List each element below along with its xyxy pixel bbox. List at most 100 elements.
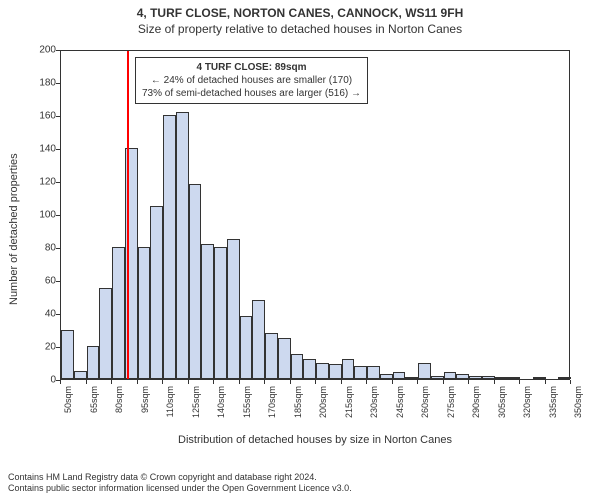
x-tick-label: 170sqm — [267, 386, 277, 446]
y-tick-mark — [56, 281, 60, 282]
x-tick-label: 65sqm — [89, 386, 99, 446]
y-tick-label: 140 — [16, 144, 56, 155]
y-tick-mark — [56, 116, 60, 117]
x-tick-label: 305sqm — [497, 386, 507, 446]
x-tick-mark — [494, 380, 495, 384]
x-tick-label: 50sqm — [63, 386, 73, 446]
y-tick-label: 200 — [16, 45, 56, 56]
x-tick-mark — [111, 380, 112, 384]
y-tick-label: 0 — [16, 375, 56, 386]
footer-line-1: Contains HM Land Registry data © Crown c… — [8, 472, 352, 483]
histogram-bar — [469, 376, 482, 379]
y-tick-mark — [56, 182, 60, 183]
x-tick-label: 230sqm — [369, 386, 379, 446]
histogram-bar — [87, 346, 100, 379]
x-axis-label: Distribution of detached houses by size … — [60, 434, 570, 446]
histogram-bar — [61, 330, 74, 380]
annotation-line: 4 TURF CLOSE: 89sqm — [142, 61, 361, 74]
y-tick-label: 160 — [16, 111, 56, 122]
y-tick-mark — [56, 215, 60, 216]
x-tick-mark — [366, 380, 367, 384]
histogram-bar — [163, 115, 176, 379]
y-tick-label: 120 — [16, 177, 56, 188]
y-tick-mark — [56, 83, 60, 84]
histogram-bar — [291, 354, 304, 379]
histogram-bar — [533, 377, 546, 379]
histogram-bar — [150, 206, 163, 379]
footer-attribution: Contains HM Land Registry data © Crown c… — [8, 472, 352, 495]
y-tick-label: 100 — [16, 210, 56, 221]
x-tick-mark — [137, 380, 138, 384]
x-tick-label: 215sqm — [344, 386, 354, 446]
y-tick-label: 40 — [16, 309, 56, 320]
y-tick-mark — [56, 347, 60, 348]
y-tick-mark — [56, 50, 60, 51]
histogram-bar — [558, 377, 571, 379]
histogram-bar — [265, 333, 278, 379]
x-tick-mark — [545, 380, 546, 384]
histogram-bar — [507, 377, 520, 379]
y-tick-label: 180 — [16, 78, 56, 89]
chart-container: 4, TURF CLOSE, NORTON CANES, CANNOCK, WS… — [0, 0, 600, 500]
x-tick-label: 320sqm — [522, 386, 532, 446]
histogram-bar — [227, 239, 240, 379]
histogram-bar — [278, 338, 291, 379]
histogram-bar — [354, 366, 367, 379]
chart-title-address: 4, TURF CLOSE, NORTON CANES, CANNOCK, WS… — [0, 6, 600, 20]
y-tick-mark — [56, 314, 60, 315]
annotation-line: ← 24% of detached houses are smaller (17… — [142, 74, 361, 87]
x-tick-mark — [188, 380, 189, 384]
y-tick-mark — [56, 248, 60, 249]
x-tick-mark — [315, 380, 316, 384]
histogram-bar — [176, 112, 189, 379]
y-tick-label: 80 — [16, 243, 56, 254]
x-tick-label: 290sqm — [471, 386, 481, 446]
x-tick-label: 155sqm — [242, 386, 252, 446]
histogram-bar — [214, 247, 227, 379]
x-tick-mark — [239, 380, 240, 384]
histogram-bar — [138, 247, 151, 379]
x-tick-mark — [570, 380, 571, 384]
x-tick-label: 140sqm — [216, 386, 226, 446]
x-tick-mark — [86, 380, 87, 384]
x-tick-mark — [519, 380, 520, 384]
histogram-bar — [201, 244, 214, 379]
annotation-box: 4 TURF CLOSE: 89sqm← 24% of detached hou… — [135, 57, 368, 104]
y-tick-label: 60 — [16, 276, 56, 287]
histogram-bar — [367, 366, 380, 379]
histogram-bar — [189, 184, 202, 379]
x-tick-mark — [290, 380, 291, 384]
histogram-bar — [74, 371, 87, 379]
x-tick-mark — [443, 380, 444, 384]
x-tick-mark — [417, 380, 418, 384]
histogram-bar — [444, 372, 457, 379]
chart-title-subtitle: Size of property relative to detached ho… — [0, 22, 600, 36]
x-tick-mark — [213, 380, 214, 384]
x-tick-label: 80sqm — [114, 386, 124, 446]
x-tick-mark — [468, 380, 469, 384]
footer-line-2: Contains public sector information licen… — [8, 483, 352, 494]
histogram-bar — [405, 377, 418, 379]
x-tick-label: 125sqm — [191, 386, 201, 446]
histogram-bar — [329, 364, 342, 379]
annotation-line: 73% of semi-detached houses are larger (… — [142, 87, 361, 100]
x-tick-label: 350sqm — [573, 386, 583, 446]
x-tick-mark — [341, 380, 342, 384]
histogram-bar — [456, 374, 469, 379]
histogram-bar — [125, 148, 138, 379]
histogram-bar — [342, 359, 355, 379]
x-tick-mark — [392, 380, 393, 384]
histogram-bar — [418, 363, 431, 380]
histogram-bar — [303, 359, 316, 379]
histogram-bar — [316, 363, 329, 380]
x-tick-label: 185sqm — [293, 386, 303, 446]
histogram-bar — [99, 288, 112, 379]
x-tick-mark — [162, 380, 163, 384]
histogram-bar — [112, 247, 125, 379]
x-tick-label: 260sqm — [420, 386, 430, 446]
histogram-bar — [495, 377, 508, 379]
x-tick-label: 200sqm — [318, 386, 328, 446]
histogram-bar — [393, 372, 406, 379]
histogram-bar — [380, 374, 393, 379]
histogram-bar — [482, 376, 495, 379]
